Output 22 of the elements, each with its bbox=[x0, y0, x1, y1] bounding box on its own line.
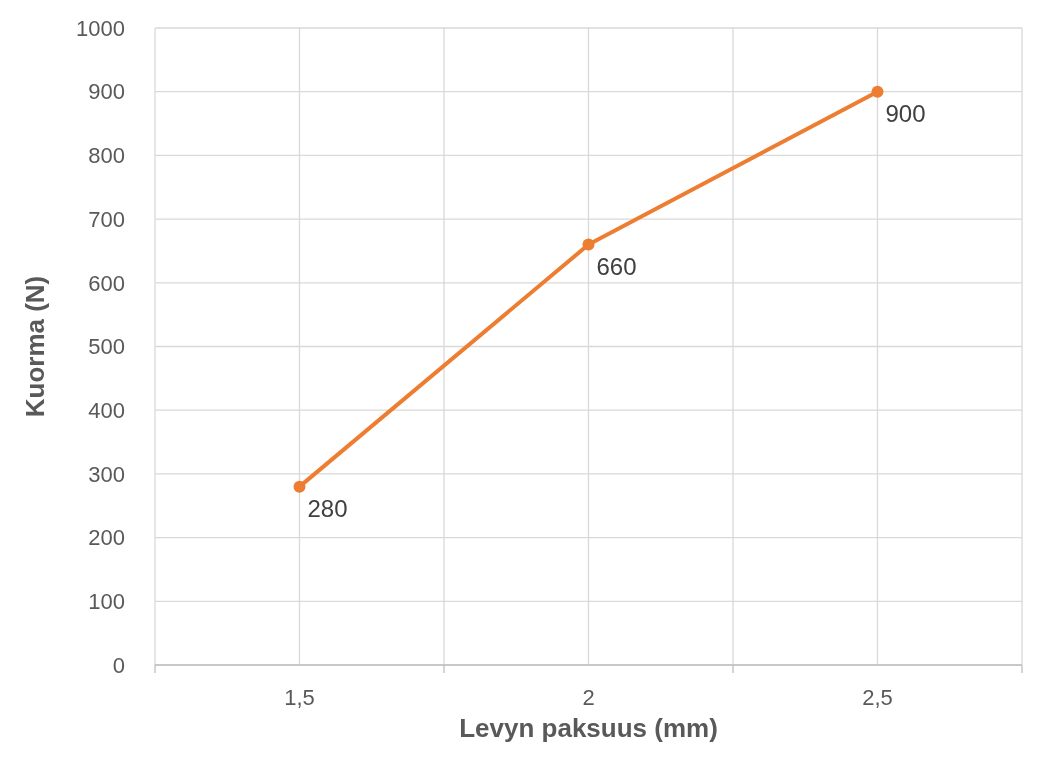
y-tick-label: 0 bbox=[112, 652, 125, 678]
point bbox=[293, 480, 306, 493]
y-tick-label: 600 bbox=[88, 270, 125, 296]
y-tick-label: 700 bbox=[88, 206, 125, 232]
x-tick-label: 2 bbox=[582, 685, 595, 710]
point bbox=[871, 85, 884, 98]
x-axis-title: Levyn paksuus (mm) bbox=[459, 713, 718, 743]
y-tick-label: 400 bbox=[88, 397, 125, 423]
x-tick-label: 1,5 bbox=[284, 685, 315, 710]
data-label: 660 bbox=[596, 252, 637, 280]
y-tick-label: 500 bbox=[88, 334, 125, 360]
y-axis-title: Kuorma (N) bbox=[20, 275, 50, 418]
y-tick-label: 300 bbox=[88, 461, 125, 487]
data-label: 900 bbox=[885, 99, 926, 127]
y-tick-label: 1000 bbox=[76, 15, 125, 41]
x-tick-label: 2,5 bbox=[862, 685, 893, 710]
y-tick-label: 100 bbox=[88, 589, 125, 614]
y-tick-label: 800 bbox=[88, 143, 125, 169]
point bbox=[582, 238, 595, 251]
y-tick-label: 200 bbox=[88, 525, 125, 551]
y-tick-label: 900 bbox=[88, 79, 125, 105]
data-label: 280 bbox=[307, 494, 348, 522]
